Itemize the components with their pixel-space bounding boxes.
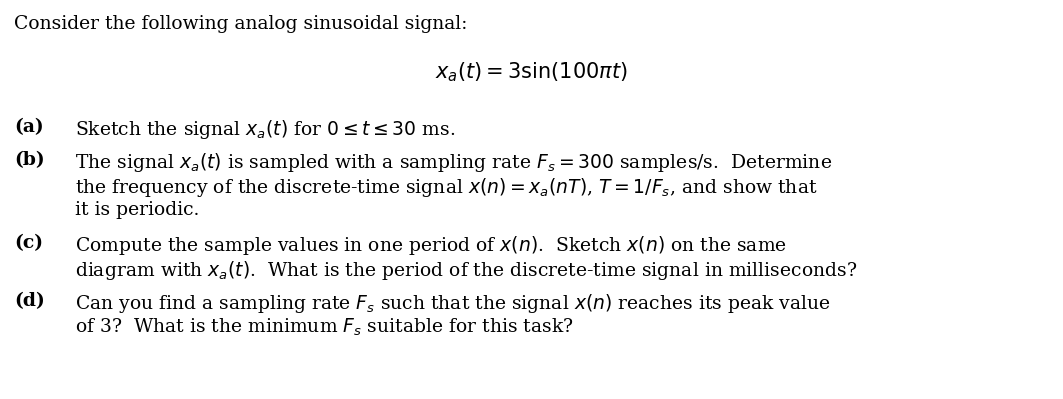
Text: it is periodic.: it is periodic. xyxy=(75,201,200,219)
Text: (b): (b) xyxy=(14,151,45,169)
Text: (c): (c) xyxy=(14,234,43,252)
Text: Can you find a sampling rate $F_s$ such that the signal $x(n)$ reaches its peak : Can you find a sampling rate $F_s$ such … xyxy=(75,292,831,315)
Text: The signal $x_a(t)$ is sampled with a sampling rate $F_s = 300$ samples/s.  Dete: The signal $x_a(t)$ is sampled with a sa… xyxy=(75,151,832,174)
Text: Sketch the signal $x_a(t)$ for $0 \leq t \leq 30$ ms.: Sketch the signal $x_a(t)$ for $0 \leq t… xyxy=(75,118,455,141)
Text: of 3?  What is the minimum $F_s$ suitable for this task?: of 3? What is the minimum $F_s$ suitable… xyxy=(75,317,574,338)
Text: Compute the sample values in one period of $x(n)$.  Sketch $x(n)$ on the same: Compute the sample values in one period … xyxy=(75,234,787,257)
Text: $x_a(t) = 3\sin(100\pi t)$: $x_a(t) = 3\sin(100\pi t)$ xyxy=(435,60,627,84)
Text: the frequency of the discrete-time signal $x(n) = x_a(nT)$, $T = 1/F_s$, and sho: the frequency of the discrete-time signa… xyxy=(75,176,817,199)
Text: (d): (d) xyxy=(14,292,45,310)
Text: diagram with $x_a(t)$.  What is the period of the discrete-time signal in millis: diagram with $x_a(t)$. What is the perio… xyxy=(75,259,857,282)
Text: Consider the following analog sinusoidal signal:: Consider the following analog sinusoidal… xyxy=(14,15,468,33)
Text: (a): (a) xyxy=(14,118,44,136)
